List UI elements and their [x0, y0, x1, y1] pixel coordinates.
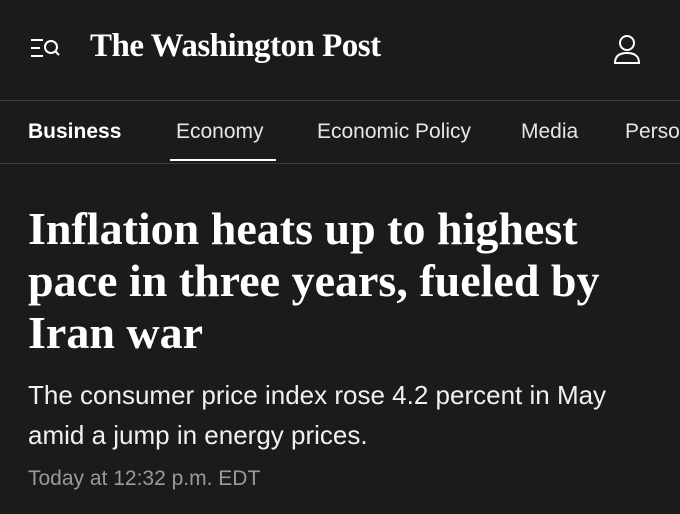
- nav-item[interactable]: Economy: [176, 120, 264, 143]
- nav-item[interactable]: Media: [521, 120, 579, 143]
- nav-item[interactable]: Economic Policy: [317, 120, 472, 143]
- nav-item[interactable]: Perso: [625, 120, 680, 143]
- dek: The consumer price index rose 4.2 percen…: [28, 380, 607, 450]
- account-icon[interactable]: [612, 34, 642, 66]
- timestamp: Today at 12:32 p.m. EDT: [28, 467, 261, 490]
- section-nav: Business Economy Economic Policy Media P…: [0, 101, 680, 164]
- headline: Inflation heats up to highest pace in th…: [28, 203, 600, 358]
- menu-search-icon[interactable]: [30, 36, 60, 62]
- nav-item[interactable]: Business: [28, 120, 122, 143]
- active-underline: [170, 159, 276, 161]
- header: The Washington Post: [0, 0, 680, 101]
- logo[interactable]: The Washington Post: [90, 28, 381, 64]
